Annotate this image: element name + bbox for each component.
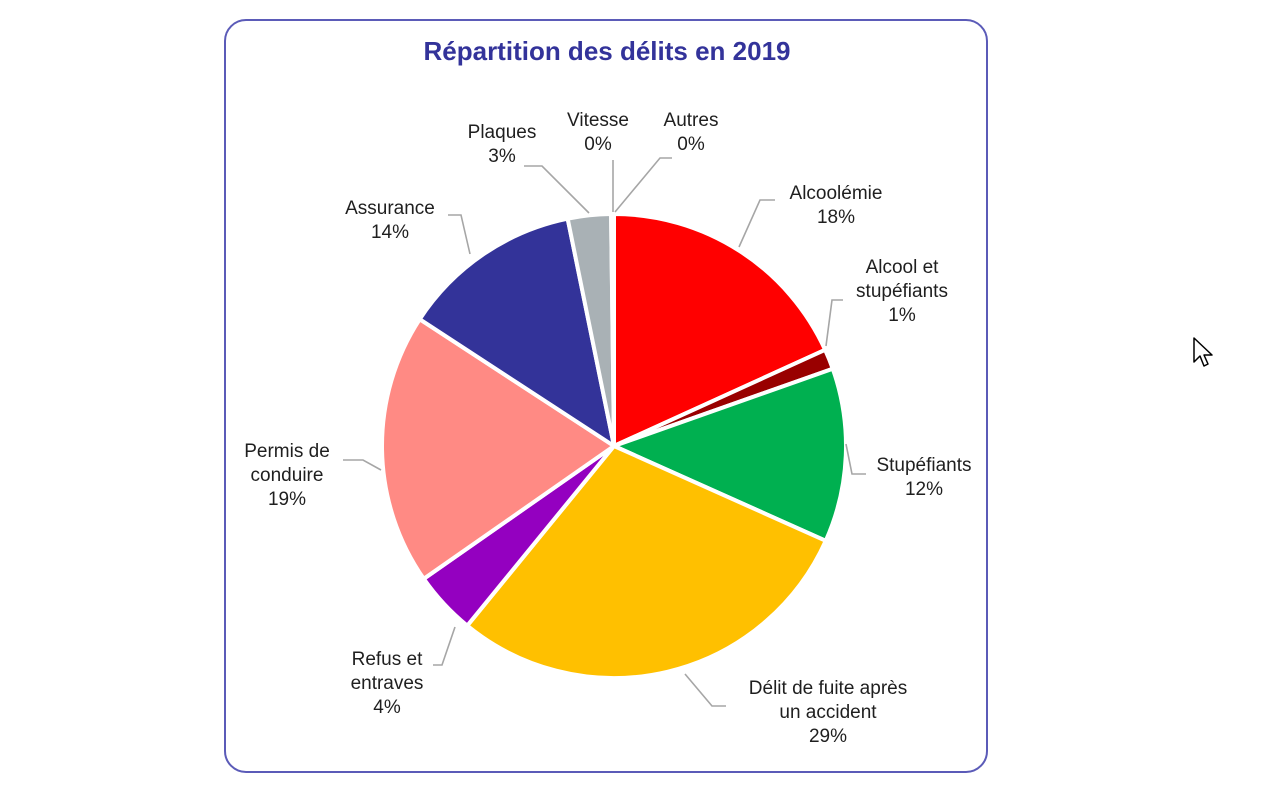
label-permis-conduire: Permis de conduire 19% [244,441,330,510]
label-vitesse: Vitesse 0% [567,110,629,155]
pie-slice-stupefiants [612,366,848,543]
leader-line-alcoolemie [738,199,775,248]
leader-line-stupefiants [845,443,866,475]
leader-line-assurance [448,214,471,255]
mouse-cursor-icon [1193,337,1213,367]
pie-slice-alcoolemie [612,212,828,448]
label-stupefiants: Stupéfiants 12% [876,455,972,500]
leader-line-delit-fuite [684,673,726,707]
pie-slice-assurance [417,216,616,448]
label-autres: Autres 0% [663,110,719,155]
label-alcoolemie: Alcoolémie 18% [789,183,883,228]
label-plaques: Plaques 3% [467,122,537,167]
pie-slice-autres [610,212,616,448]
leader-line-permis [343,459,382,471]
label-delit-fuite: Délit de fuite après un accident 29% [748,678,908,747]
pie-slice-delit-de-fuite-apres-un-accident [465,444,828,680]
leader-line-alcool-stup [825,299,843,347]
label-alcool-stupefiants: Alcool et stupéfiants 1% [856,257,948,326]
leader-line-refus [433,626,456,666]
leader-lines [343,157,866,707]
chart-title: Répartition des délits en 2019 [423,36,791,66]
leader-line-plaques [524,165,590,214]
label-refus-entraves: Refus et entraves 4% [350,649,424,718]
label-assurance: Assurance 14% [345,198,435,243]
leader-line-autres [614,157,672,213]
pie-slice-permis-de-conduire [380,317,616,581]
pie-slices [380,212,848,680]
